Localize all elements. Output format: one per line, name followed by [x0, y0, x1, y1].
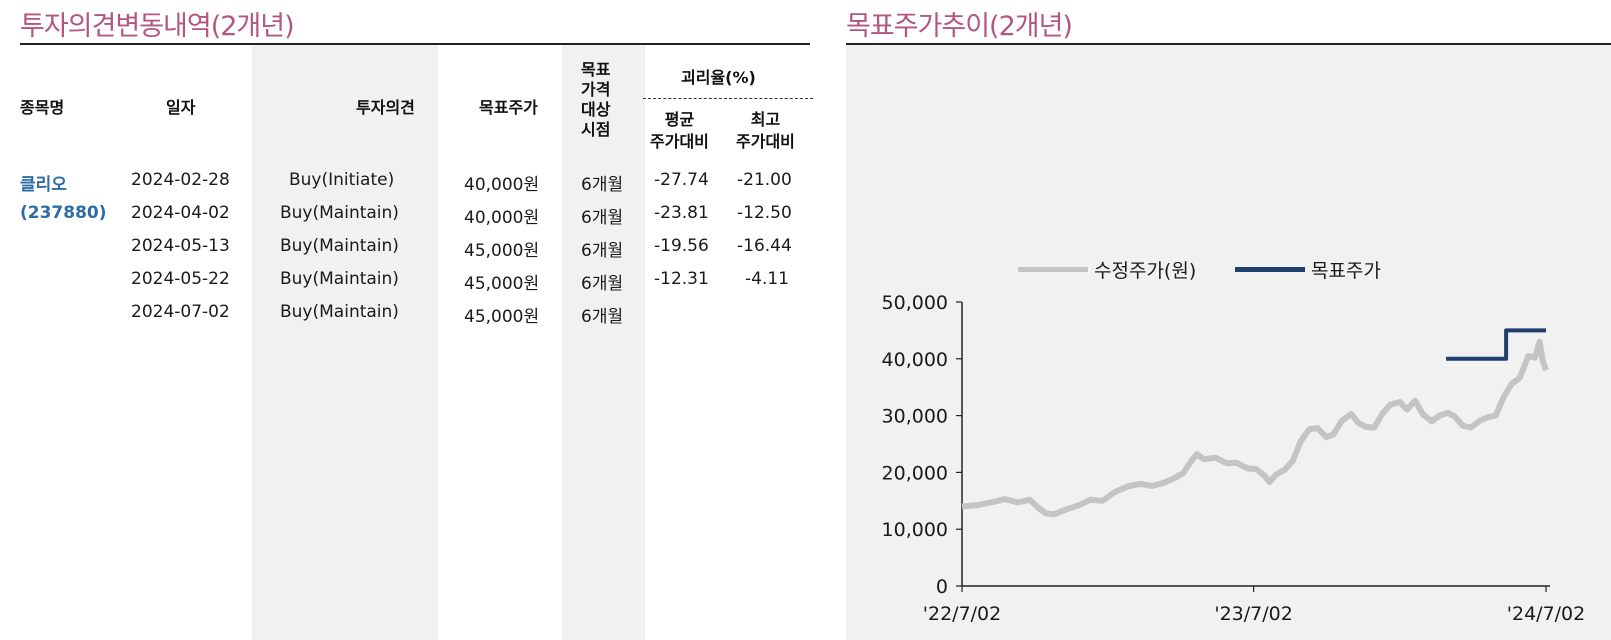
- y-tick-label: 20,000: [882, 462, 948, 484]
- row-max: -21.00: [737, 170, 792, 190]
- left-title-rule: [20, 43, 810, 45]
- y-tick-label: 10,000: [882, 519, 948, 541]
- right-title-rule: [846, 43, 1611, 45]
- row-opinion: Buy(Maintain): [280, 203, 399, 223]
- series-line-target-price: [1446, 328, 1546, 361]
- legend-swatch-price: [1018, 266, 1088, 272]
- period-column-shade: [562, 45, 645, 640]
- row-period: 6개월: [581, 208, 624, 228]
- header-date: 일자: [166, 98, 196, 117]
- row-opinion: Buy(Initiate): [289, 170, 395, 190]
- header-avg-disparity: 평균 주가대비: [650, 109, 709, 153]
- x-tick-label: '23/7/02: [1214, 603, 1292, 625]
- row-period: 6개월: [581, 175, 624, 195]
- header-max-line: 최고: [750, 110, 781, 129]
- header-max-disparity: 최고 주가대비: [736, 109, 795, 153]
- row-avg: -27.74: [654, 170, 709, 190]
- header-target-period-line: 가격: [581, 80, 611, 99]
- header-max-line: 주가대비: [736, 132, 795, 151]
- y-tick-label: 0: [936, 576, 948, 598]
- row-target: 40,000원: [464, 175, 540, 195]
- opinion-column-shade: [252, 45, 438, 640]
- chart-panel: [846, 45, 1611, 640]
- header-target-period-line: 대상: [581, 100, 611, 119]
- stock-name: 클리오: [20, 175, 67, 195]
- row-target: 40,000원: [464, 208, 540, 228]
- header-stock: 종목명: [20, 98, 65, 117]
- header-target-period-line: 목표: [581, 60, 611, 79]
- header-disparity: 괴리율(%): [681, 68, 756, 87]
- header-target-period-line: 시점: [581, 120, 611, 139]
- row-date: 2024-05-22: [131, 269, 230, 289]
- legend-item-price: 수정주가(원): [1018, 256, 1196, 282]
- row-max: -12.50: [737, 203, 792, 223]
- legend-swatch-target: [1235, 266, 1305, 272]
- row-max: -16.44: [737, 236, 792, 256]
- legend-label-target: 목표주가: [1311, 259, 1381, 282]
- row-period: 6개월: [581, 274, 624, 294]
- row-target: 45,000원: [464, 241, 540, 261]
- row-avg: -12.31: [654, 269, 709, 289]
- row-max: -4.11: [745, 269, 789, 289]
- y-tick-label: 50,000: [882, 292, 948, 314]
- row-date: 2024-02-28: [131, 170, 230, 190]
- target-price-chart: 0 10,000 20,000 30,000 40,000 50,000 '22/7/02 '…: [882, 292, 1586, 625]
- row-date: 2024-07-02: [131, 302, 230, 322]
- y-tick-label: 30,000: [882, 406, 948, 428]
- x-tick-label: '22/7/02: [923, 603, 1001, 625]
- row-avg: -19.56: [654, 236, 709, 256]
- opinion-history-title: 투자의견변동내역(2개년): [20, 11, 295, 42]
- row-date: 2024-04-02: [131, 203, 230, 223]
- header-opinion: 투자의견: [356, 98, 415, 117]
- row-period: 6개월: [581, 307, 624, 327]
- header-avg-line: 평균: [664, 110, 695, 129]
- row-opinion: Buy(Maintain): [280, 269, 399, 289]
- row-date: 2024-05-13: [131, 236, 230, 256]
- header-target-period: 목표 가격 대상 시점: [581, 60, 610, 140]
- header-target-price: 목표주가: [479, 98, 538, 117]
- header-dashed-divider: [643, 98, 813, 99]
- target-price-trend-title: 목표주가추이(2개년): [846, 11, 1073, 42]
- row-target: 45,000원: [464, 307, 540, 327]
- row-avg: -23.81: [654, 203, 709, 223]
- row-opinion: Buy(Maintain): [280, 302, 399, 322]
- x-tick-label: '24/7/02: [1507, 603, 1585, 625]
- row-period: 6개월: [581, 241, 624, 261]
- legend-label-price: 수정주가(원): [1094, 259, 1197, 282]
- row-opinion: Buy(Maintain): [280, 236, 399, 256]
- row-target: 45,000원: [464, 274, 540, 294]
- header-avg-line: 주가대비: [650, 132, 709, 151]
- y-tick-label: 40,000: [882, 349, 948, 371]
- series-line-adjusted-price: [961, 338, 1549, 518]
- legend-item-target: 목표주가: [1235, 256, 1381, 282]
- stock-code: (237880): [20, 203, 107, 223]
